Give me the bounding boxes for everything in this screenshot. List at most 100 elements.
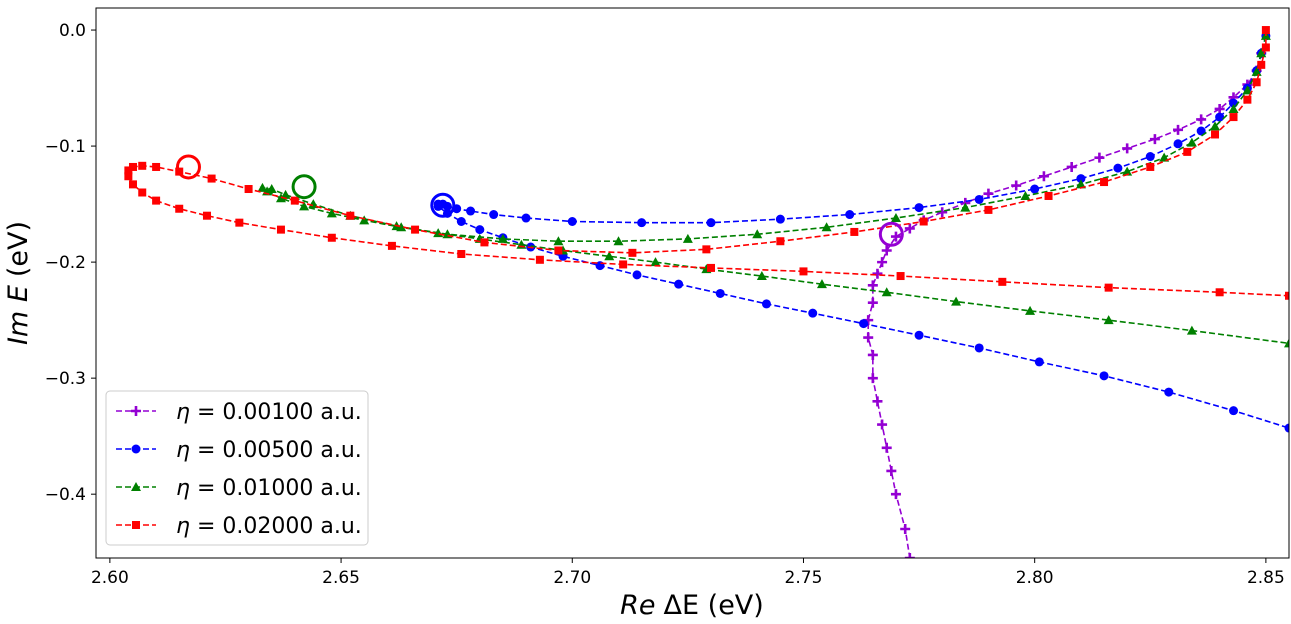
data-point bbox=[872, 396, 883, 407]
legend-label-value: = 0.01000 a.u. bbox=[190, 476, 362, 501]
y-tick-label: −0.1 bbox=[45, 137, 86, 157]
data-point bbox=[466, 206, 476, 216]
data-point bbox=[1164, 387, 1174, 397]
data-point bbox=[890, 231, 901, 242]
legend-item: η = 0.00100 a.u. bbox=[116, 400, 362, 425]
y-tick-label: −0.2 bbox=[45, 253, 86, 273]
data-point bbox=[1044, 191, 1053, 200]
legend-label: η = 0.00100 a.u. bbox=[176, 400, 362, 425]
data-point bbox=[359, 215, 370, 225]
legend-entries: η = 0.00100 a.u. η = 0.00500 a.u. η = 0.01… bbox=[116, 400, 362, 539]
data-point bbox=[845, 210, 855, 220]
data-point bbox=[497, 233, 508, 243]
data-point bbox=[1228, 103, 1239, 113]
data-point bbox=[682, 233, 693, 243]
highlight-circle bbox=[430, 192, 456, 218]
data-point bbox=[1186, 137, 1197, 147]
highlight-circle bbox=[175, 154, 201, 180]
data-point bbox=[138, 161, 147, 170]
legend-label-symbol: η bbox=[176, 514, 190, 539]
data-point bbox=[816, 279, 827, 289]
y-tick-label: −0.4 bbox=[45, 485, 86, 505]
y-tick-label: −0.3 bbox=[45, 369, 86, 389]
data-point bbox=[396, 222, 407, 232]
data-point bbox=[1257, 60, 1266, 69]
x-tick-label: 2.85 bbox=[1247, 568, 1285, 588]
data-point bbox=[951, 296, 962, 306]
data-point bbox=[881, 442, 892, 453]
data-point bbox=[904, 553, 915, 558]
y-axis-title-rest: (eV) bbox=[3, 221, 34, 277]
data-point bbox=[776, 237, 785, 246]
data-point bbox=[124, 172, 133, 181]
data-point bbox=[863, 332, 874, 343]
data-point bbox=[1215, 288, 1224, 297]
data-point bbox=[775, 214, 785, 224]
legend-label-value: = 0.02000 a.u. bbox=[190, 514, 362, 539]
data-point bbox=[890, 489, 901, 500]
x-axis-title-rest: ΔE (eV) bbox=[664, 590, 764, 621]
data-point bbox=[604, 251, 615, 261]
data-point bbox=[1094, 152, 1105, 163]
data-point bbox=[674, 279, 684, 289]
data-point bbox=[637, 218, 647, 228]
data-point bbox=[974, 343, 984, 353]
series-line bbox=[867, 53, 1263, 558]
y-axis-title: Im E (eV) bbox=[3, 221, 34, 345]
data-point bbox=[850, 227, 859, 236]
data-point bbox=[152, 162, 161, 171]
data-point bbox=[411, 225, 420, 234]
data-point bbox=[960, 202, 971, 212]
data-point bbox=[456, 217, 466, 227]
legend-label: η = 0.00500 a.u. bbox=[176, 438, 362, 463]
data-point bbox=[128, 162, 137, 171]
data-point bbox=[867, 373, 878, 384]
data-point bbox=[1113, 163, 1123, 173]
x-tick-label: 2.70 bbox=[553, 568, 591, 588]
data-point bbox=[124, 166, 133, 175]
data-point bbox=[632, 270, 642, 280]
data-point bbox=[1183, 147, 1192, 156]
data-point bbox=[1229, 406, 1239, 416]
data-point bbox=[702, 245, 711, 254]
data-point bbox=[1229, 113, 1238, 122]
data-point bbox=[1252, 78, 1261, 87]
data-point bbox=[715, 288, 725, 298]
data-point bbox=[761, 299, 771, 309]
legend-marker bbox=[131, 406, 141, 416]
data-point bbox=[1186, 325, 1197, 335]
data-point bbox=[619, 260, 628, 269]
data-point bbox=[808, 308, 818, 318]
data-point bbox=[138, 188, 147, 197]
data-point bbox=[207, 174, 216, 183]
data-point bbox=[1149, 134, 1160, 145]
highlight-circle bbox=[878, 221, 904, 247]
data-point bbox=[886, 465, 897, 476]
data-point bbox=[308, 199, 319, 209]
data-point bbox=[1075, 179, 1086, 189]
data-point bbox=[900, 523, 911, 534]
data-point bbox=[650, 257, 661, 267]
y-axis-title-italic: Im E bbox=[3, 285, 34, 345]
legend-label-value: = 0.00500 a.u. bbox=[190, 438, 362, 463]
data-point bbox=[1104, 283, 1113, 292]
data-point bbox=[1211, 130, 1220, 139]
data-point bbox=[387, 241, 396, 250]
data-point bbox=[346, 211, 355, 220]
data-point bbox=[1285, 291, 1289, 300]
legend-label: η = 0.02000 a.u. bbox=[176, 514, 362, 539]
data-point bbox=[1030, 184, 1040, 194]
data-point bbox=[489, 210, 499, 220]
data-point bbox=[202, 211, 211, 220]
data-point bbox=[1103, 315, 1114, 325]
data-point bbox=[276, 225, 285, 234]
data-point bbox=[567, 217, 577, 227]
data-point bbox=[326, 208, 337, 218]
data-point bbox=[1146, 162, 1155, 171]
data-point bbox=[877, 257, 888, 268]
data-point bbox=[904, 223, 915, 234]
data-point bbox=[867, 297, 878, 308]
data-point bbox=[919, 217, 928, 226]
data-point bbox=[1100, 178, 1109, 187]
data-point bbox=[706, 263, 715, 272]
